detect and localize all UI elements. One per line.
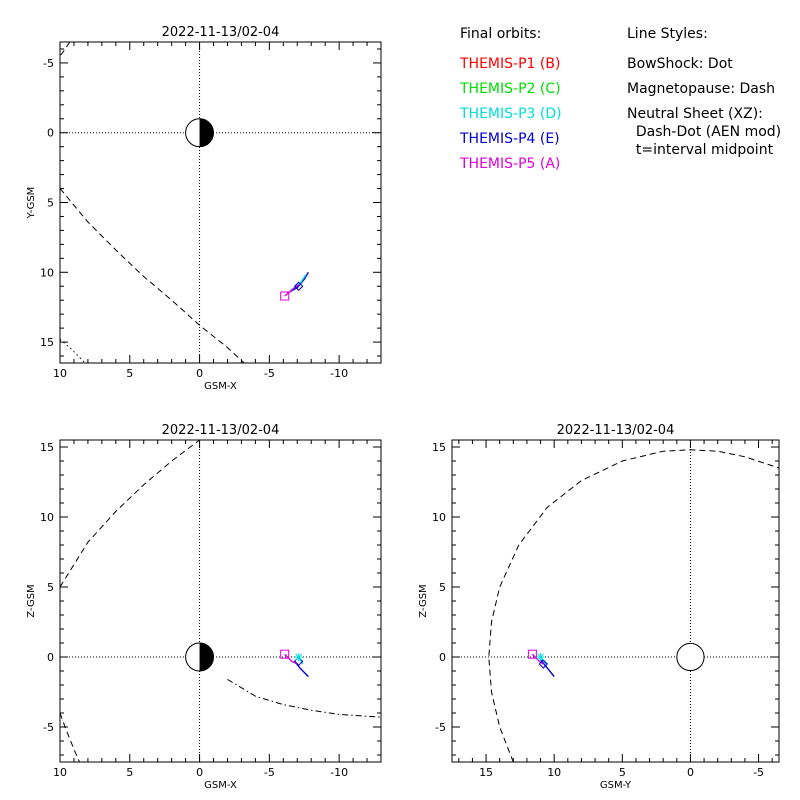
legend-probe-p1: THEMIS-P1 (B): [460, 56, 561, 72]
series-line-yz-3: [531, 653, 544, 665]
plot-frame-xy: [59, 41, 382, 364]
series-line-xy-2: [60, 338, 86, 363]
y-tick-label-xz: 0: [47, 651, 54, 664]
x-tick-label-xz: 0: [196, 766, 203, 779]
x-tick-label-yz: 15: [479, 766, 493, 779]
legend-probe-p3: THEMIS-P3 (D): [460, 106, 562, 122]
y-axis-label-xz: Z-GSM: [26, 584, 37, 617]
plot-frame-yz: [451, 439, 780, 763]
y-tick-label-xz: 5: [47, 581, 54, 594]
legend-probe-p4: THEMIS-P4 (E): [460, 131, 560, 147]
y-tick-label-xy: 10: [40, 266, 54, 279]
panel-title-xy: 2022-11-13/02-04: [162, 25, 280, 40]
earth-symbol-xy: [185, 118, 215, 148]
earth-symbol-yz: [676, 642, 705, 672]
legend-probe-p2: THEMIS-P2 (C): [460, 81, 561, 97]
legend-style-bowshock: BowShock: Dot: [627, 56, 733, 72]
series-line-xz-2: [227, 678, 381, 718]
x-tick-label-yz: 10: [547, 766, 561, 779]
y-tick-label-xy: -5: [43, 57, 54, 70]
plot-area-xy: [60, 42, 310, 363]
panel-title-yz: 2022-11-13/02-04: [557, 423, 675, 438]
y-tick-label-xy: 5: [47, 197, 54, 210]
x-tick-label-xy: -10: [330, 367, 348, 380]
y-tick-label-yz: 10: [432, 511, 446, 524]
plot-area-xz: [60, 440, 381, 762]
legend-style-neutral-sheet: Neutral Sheet (XZ):: [627, 106, 763, 122]
legend-style-magnetopause: Magnetopause: Dash: [627, 81, 776, 97]
series-line-xy-1: [60, 42, 71, 57]
series-line-xy-5: [284, 284, 300, 297]
x-axis-label-xz: GSM-X: [204, 780, 237, 791]
x-tick-label-yz: 0: [687, 766, 694, 779]
legend-styles-title: Line Styles:: [627, 26, 708, 42]
marker-diamond-xy-1: [293, 281, 304, 291]
legend-style-aen: Dash-Dot (AEN mod): [627, 124, 782, 140]
y-tick-label-yz: 0: [439, 651, 446, 664]
x-tick-label-xz: -10: [330, 766, 348, 779]
y-tick-label-yz: -5: [435, 721, 446, 734]
legend-orbits-title: Final orbits:: [460, 26, 542, 42]
earth-symbol-xz: [185, 642, 215, 672]
legend-style-midpoint: t=interval midpoint: [627, 142, 774, 158]
y-tick-label-yz: 15: [432, 441, 446, 454]
panel-xz: 2022-11-13/02-04 10 5 0 -5 -10 -5 0 5 10 15 GSM-X Z-…: [26, 423, 382, 791]
x-tick-label-xy: 5: [126, 367, 133, 380]
plot-area-yz: [488, 449, 779, 762]
x-tick-label-xy: 0: [196, 367, 203, 380]
panel-title-xz: 2022-11-13/02-04: [162, 423, 280, 438]
y-tick-label-xy: 15: [40, 336, 54, 349]
y-axis-label-xy: Y-GSM: [26, 187, 37, 220]
x-tick-label-yz: 5: [619, 766, 626, 779]
y-axis-label-yz: Z-GSM: [418, 584, 429, 617]
marker-star-xz-2: [294, 653, 303, 661]
series-line-xz-0: [60, 440, 200, 588]
x-tick-label-xy: -5: [264, 367, 275, 380]
series-line-xy-0: [60, 188, 245, 363]
y-tick-label-yz: 5: [439, 581, 446, 594]
marker-star-yz-2: [536, 653, 545, 661]
panel-xy: 2022-11-13/02-04 10 5 0 -5 -10 -5 0 5 10 15 GSM-X Y-…: [26, 25, 382, 392]
x-tick-label-xy: 10: [53, 367, 67, 380]
x-tick-label-xz: -5: [264, 766, 275, 779]
series-line-yz-0: [488, 449, 779, 762]
marker-diamond-yz-1: [538, 659, 548, 669]
y-tick-label-xy: 0: [47, 127, 54, 140]
y-tick-label-xz: 10: [40, 511, 54, 524]
y-tick-label-xz: -5: [43, 721, 54, 734]
y-tick-label-xz: 15: [40, 441, 54, 454]
series-line-yz-1: [540, 659, 555, 678]
panel-yz: 2022-11-13/02-04 15 10 5 0 -5 -5 0 5 10 15 GSM-Y Z-G…: [418, 423, 780, 791]
marker-square-yz-0: [527, 649, 537, 659]
series-line-xz-5: [284, 653, 298, 665]
series-line-xz-1: [60, 712, 80, 762]
x-tick-label-xz: 10: [53, 766, 67, 779]
x-axis-label-xy: GSM-X: [204, 381, 237, 392]
legend-probe-p5: THEMIS-P5 (A): [460, 156, 561, 172]
marker-square-xy-0: [280, 291, 290, 301]
x-tick-label-xz: 5: [126, 766, 133, 779]
marker-square-xz-0: [280, 649, 290, 659]
x-axis-label-yz: GSM-Y: [600, 780, 632, 791]
x-tick-label-yz: -5: [753, 766, 764, 779]
